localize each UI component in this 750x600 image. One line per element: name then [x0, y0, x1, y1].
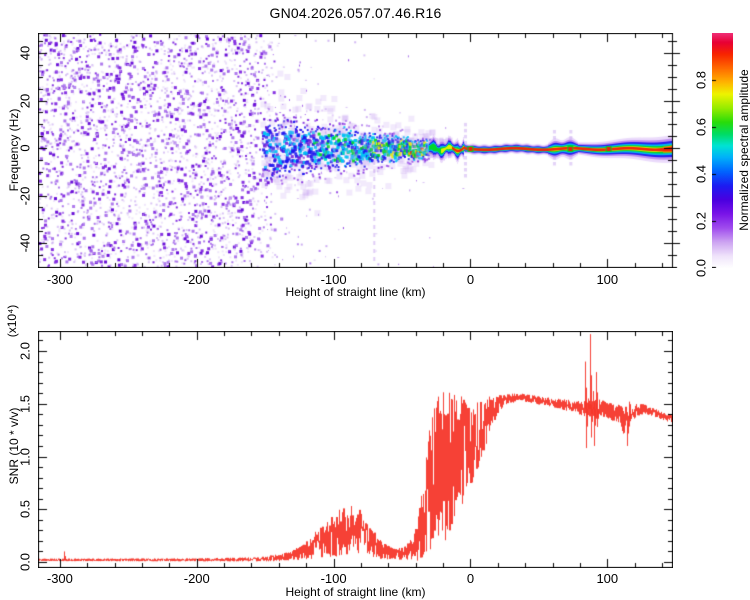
- snr-tick-label: 2.0: [17, 341, 33, 361]
- bottom-x-tick-label: -200: [183, 571, 210, 586]
- top-x-axis-label: Height of straight line (km): [285, 285, 426, 299]
- frequency-tick-label: 20: [17, 93, 33, 108]
- colorbar-tick-label: 0.8: [693, 70, 709, 90]
- colorbar-tick-label: 0.0: [693, 258, 709, 278]
- bottom-x-tick-label: 0: [466, 571, 475, 586]
- top-x-tick-label: -100: [320, 272, 347, 287]
- snr-tick-label: 0.5: [17, 500, 33, 519]
- colorbar-tick-label: 0.6: [693, 117, 709, 137]
- colorbar-label: Normalized spectral amplitude: [737, 69, 750, 231]
- colorbar-gradient: [712, 33, 733, 268]
- top-x-tick-label: 0: [466, 272, 475, 287]
- snr-axis-label: SNR (10 * v/v): [7, 407, 21, 485]
- frequency-tick-label: 0: [17, 144, 33, 152]
- snr-line-canvas: [38, 331, 673, 568]
- snr-tick-label: 0.0: [17, 552, 33, 572]
- plot-title: GN04.2026.057.07.46.R16: [269, 5, 442, 21]
- snr-tick-label: 1.0: [17, 447, 33, 466]
- bottom-x-tick-label: -300: [46, 571, 73, 586]
- frequency-tick-label: 40: [17, 45, 33, 61]
- bottom-x-tick-label: -100: [320, 571, 347, 586]
- snr-tick-label: 1.5: [17, 394, 33, 413]
- frequency-tick-label: -20: [17, 186, 33, 205]
- top-x-tick-label: -200: [183, 272, 210, 287]
- spectrogram-canvas: [38, 33, 682, 268]
- top-x-tick-label: -300: [46, 272, 73, 287]
- frequency-tick-label: -40: [17, 233, 33, 253]
- bottom-x-axis-label: Height of straight line (km): [285, 585, 426, 599]
- bottom-x-tick-label: 100: [596, 571, 619, 586]
- top-x-tick-label: 100: [596, 272, 619, 287]
- colorbar-tick-label: 0.4: [693, 164, 709, 184]
- snr-scale-label: (x10⁴): [5, 304, 19, 338]
- colorbar-tick-label: 0.2: [693, 211, 709, 231]
